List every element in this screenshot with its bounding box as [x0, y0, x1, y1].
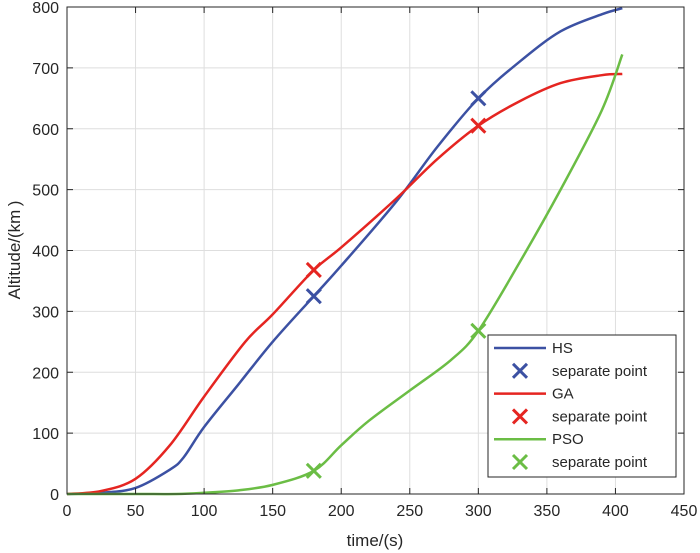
- legend-label: HS: [552, 340, 573, 357]
- x-tick-label: 250: [396, 503, 423, 520]
- legend-label: PSO: [552, 431, 584, 448]
- y-tick-label: 400: [32, 244, 59, 261]
- x-tick-label: 150: [259, 503, 286, 520]
- legend-box: [487, 334, 677, 478]
- x-tick-label: 450: [671, 503, 698, 520]
- separate-point-markers: [305, 90, 487, 479]
- legend-marker-swatch: [511, 362, 529, 379]
- legend-label: separate point: [552, 408, 648, 425]
- y-tick-label: 100: [32, 426, 59, 443]
- x-tick-labels: 0 50 100 150 200 250 300 350 400 450: [63, 503, 698, 520]
- legend-label: GA: [552, 386, 574, 403]
- separate-point-marker-hs: [305, 288, 322, 305]
- legend: HS separate point GA separate point PSO separ…: [487, 334, 677, 478]
- y-axis-label: Altitude/(km ): [5, 201, 24, 300]
- y-tick-labels: 0 100 200 300 400 500 600 700 800: [32, 0, 59, 504]
- y-tick-label: 600: [32, 122, 59, 139]
- separate-point-marker-ga: [305, 261, 322, 279]
- y-tick-label: 0: [50, 487, 59, 504]
- separate-point-marker-hs: [470, 90, 487, 107]
- separate-point-marker-ga: [470, 117, 487, 134]
- separate-point-marker-pso: [470, 322, 487, 339]
- y-tick-label: 500: [32, 183, 59, 200]
- x-tick-label: 0: [63, 503, 72, 520]
- legend-marker-swatch: [511, 453, 529, 471]
- series-line-ga: [66, 72, 623, 496]
- x-axis-label: time/(s): [347, 531, 404, 550]
- axis-ticks: [66, 6, 685, 495]
- x-tick-label: 200: [328, 503, 355, 520]
- x-tick-label: 350: [534, 503, 561, 520]
- legend-marker-swatch: [511, 408, 529, 425]
- separate-point-marker-pso: [305, 462, 322, 479]
- x-tick-label: 100: [191, 503, 218, 520]
- y-tick-label: 700: [32, 61, 59, 78]
- y-tick-label: 800: [32, 0, 59, 17]
- x-tick-label: 300: [465, 503, 492, 520]
- x-tick-label: 50: [127, 503, 145, 520]
- y-tick-label: 200: [32, 365, 59, 382]
- x-tick-label: 400: [602, 503, 629, 520]
- legend-label: separate point: [552, 454, 648, 471]
- legend-label: separate point: [552, 363, 648, 380]
- y-tick-label: 300: [32, 304, 59, 321]
